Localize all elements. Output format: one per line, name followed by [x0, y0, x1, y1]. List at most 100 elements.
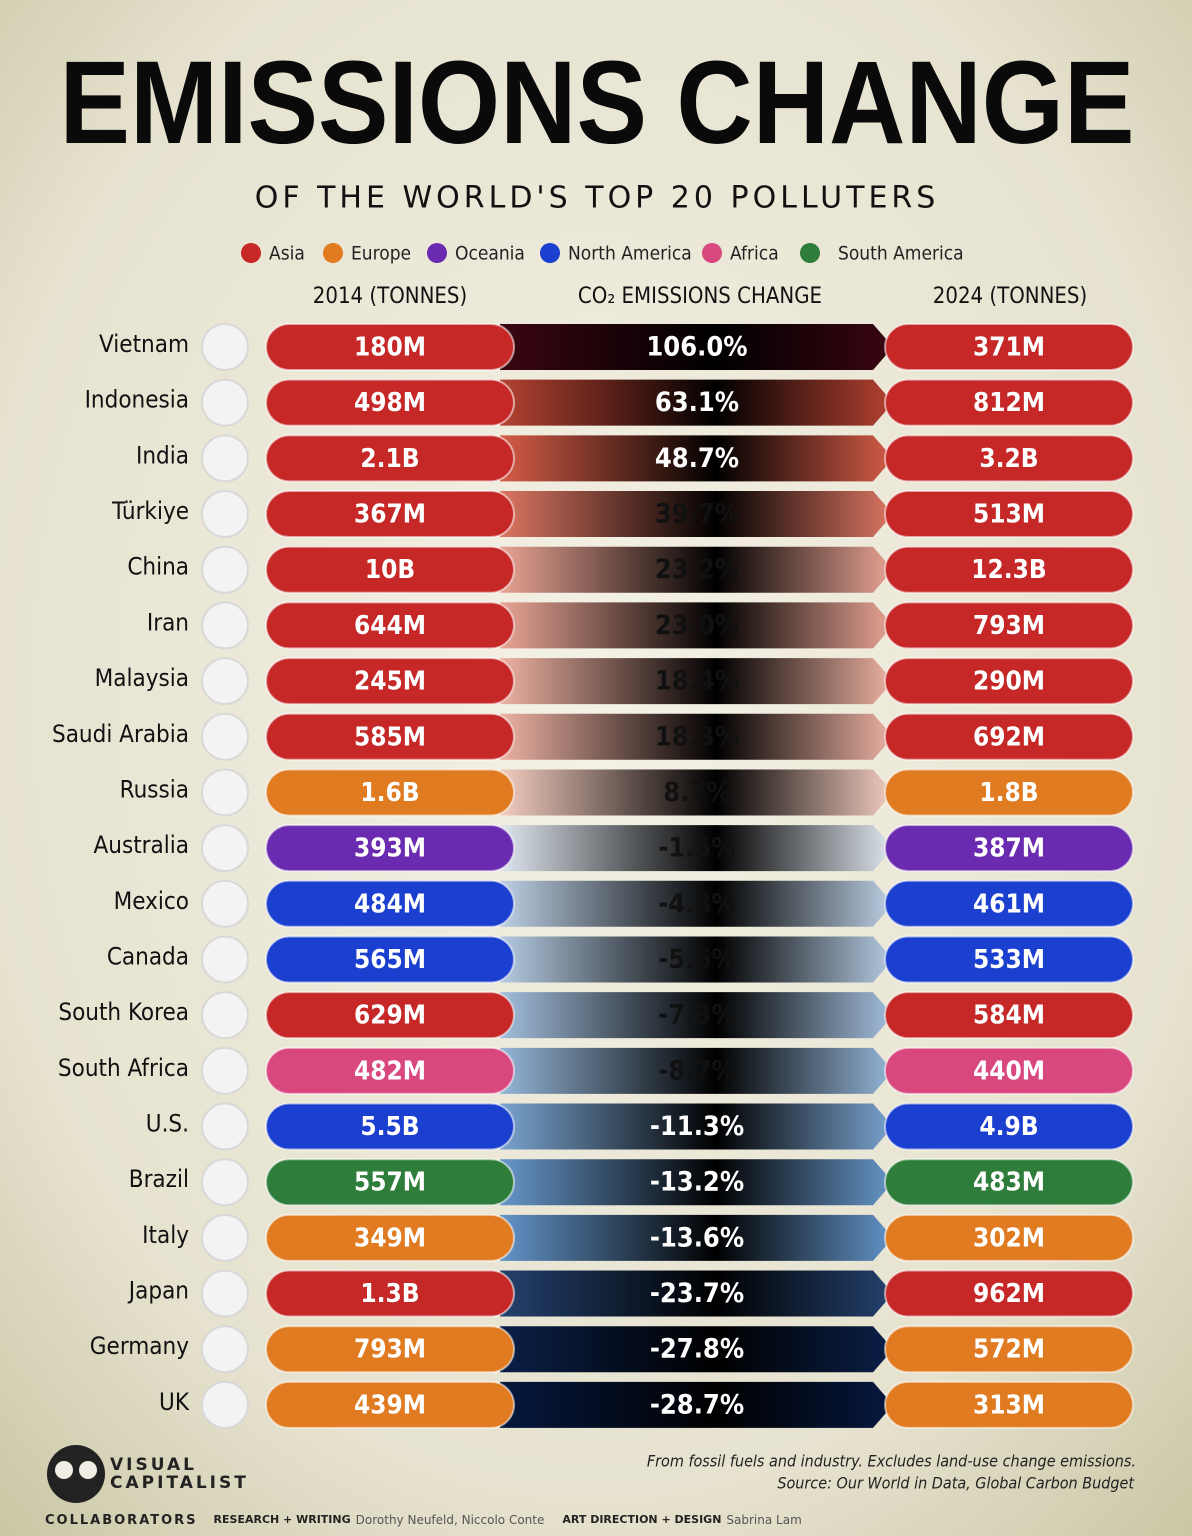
value-label: 483M [973, 1168, 1045, 1198]
flag [201, 545, 249, 594]
legend-label: Oceania [455, 243, 525, 265]
collaborators: COLLABORATORS RESEARCH + WRITING Dorothy N… [45, 1513, 802, 1528]
country-name: Malaysia [95, 664, 189, 692]
value-label: 367M [354, 500, 426, 530]
value-label: 245M [354, 667, 426, 697]
legend-label: Africa [730, 243, 779, 265]
change-bar [500, 1103, 893, 1150]
flag [201, 1325, 249, 1374]
legend-swatch [323, 243, 343, 263]
change-bar [500, 491, 893, 538]
change-bar [500, 379, 893, 426]
value-label: 349M [354, 1223, 426, 1253]
change-label: 106.0% [646, 332, 747, 363]
change-label: -23.7% [650, 1278, 744, 1309]
value-label: 498M [354, 388, 426, 418]
value-label: 692M [973, 722, 1045, 752]
credit: ART DIRECTION + DESIGN [562, 1513, 721, 1526]
change-label: -1.5% [658, 833, 735, 864]
value-pill [884, 601, 1134, 650]
country-name: Türkiye [111, 497, 189, 525]
change-label: 39.7% [655, 499, 739, 530]
value-pill [265, 601, 515, 650]
value-pill [265, 1325, 515, 1374]
value-pill [884, 1269, 1134, 1318]
change-bar [500, 602, 893, 649]
value-pill [884, 1325, 1134, 1374]
change-label: -8.7% [658, 1055, 735, 1086]
value-pill [884, 879, 1134, 928]
change-bar [500, 769, 893, 816]
country-name: Australia [94, 831, 190, 859]
value-pill [884, 657, 1134, 706]
change-bar [500, 546, 893, 593]
change-label: 18.4% [655, 666, 739, 697]
flag [201, 1102, 249, 1151]
legend-label: South America [838, 243, 964, 265]
value-label: 482M [354, 1056, 426, 1086]
legend-label: Europe [351, 243, 411, 265]
flag [201, 1213, 249, 1262]
value-pill [265, 1269, 515, 1318]
change-label: 8.7% [663, 777, 730, 808]
country-name: South Africa [58, 1054, 189, 1082]
change-label: -27.8% [650, 1334, 744, 1365]
country-name: China [127, 553, 189, 581]
change-label: -28.7% [650, 1389, 744, 1420]
legend-swatch [427, 243, 447, 263]
value-label: 584M [973, 1001, 1045, 1031]
legend-swatch [800, 243, 820, 263]
country-name: Vietnam [99, 330, 189, 358]
value-label: 513M [973, 500, 1045, 530]
flag [201, 601, 249, 650]
value-pill [884, 323, 1134, 371]
flag [201, 1046, 249, 1095]
change-bar [500, 1047, 893, 1094]
change-bar [500, 1270, 893, 1317]
change-bar [500, 713, 893, 760]
value-pill [265, 323, 515, 371]
flag [201, 1380, 249, 1429]
country-name: U.S. [146, 1110, 189, 1138]
flag [201, 879, 249, 928]
logo-text: CAPITALIST [110, 1473, 249, 1493]
country-name: Russia [120, 775, 189, 803]
value-pill [884, 768, 1134, 817]
flag [201, 378, 249, 427]
country-name: Italy [142, 1221, 189, 1249]
value-pill [884, 712, 1134, 761]
change-label: -13.2% [650, 1167, 744, 1198]
value-pill [884, 490, 1134, 539]
change-label: 23.2% [655, 554, 739, 585]
value-label: 12.3B [971, 555, 1047, 585]
change-label: 63.1% [655, 387, 739, 418]
country-name: Germany [90, 1332, 189, 1360]
country-name: India [136, 441, 189, 469]
country-name: South Korea [58, 998, 189, 1026]
change-label: -11.3% [650, 1111, 744, 1142]
value-pill [884, 824, 1134, 873]
value-label: 439M [354, 1390, 426, 1420]
country-name: Iran [147, 608, 189, 636]
country-name: Indonesia [85, 386, 189, 414]
value-label: 2.1B [360, 444, 419, 474]
value-label: 440M [973, 1056, 1045, 1086]
value-label: 1.6B [360, 778, 419, 808]
credit: Sabrina Lam [726, 1513, 801, 1527]
flag [201, 490, 249, 539]
value-pill [265, 991, 515, 1040]
value-pill [265, 378, 515, 427]
footnote: From fossil fuels and industry. Excludes… [647, 1452, 1136, 1471]
change-bar [500, 1381, 893, 1428]
value-label: 572M [973, 1335, 1045, 1365]
value-label: 3.2B [979, 444, 1038, 474]
flag [201, 1269, 249, 1318]
value-label: 1.3B [360, 1279, 419, 1309]
value-label: 371M [973, 333, 1045, 363]
value-label: 4.9B [979, 1112, 1038, 1142]
value-pill [265, 1213, 515, 1262]
flag [201, 323, 249, 371]
value-pill [884, 545, 1134, 594]
change-label: -5.6% [658, 944, 735, 975]
